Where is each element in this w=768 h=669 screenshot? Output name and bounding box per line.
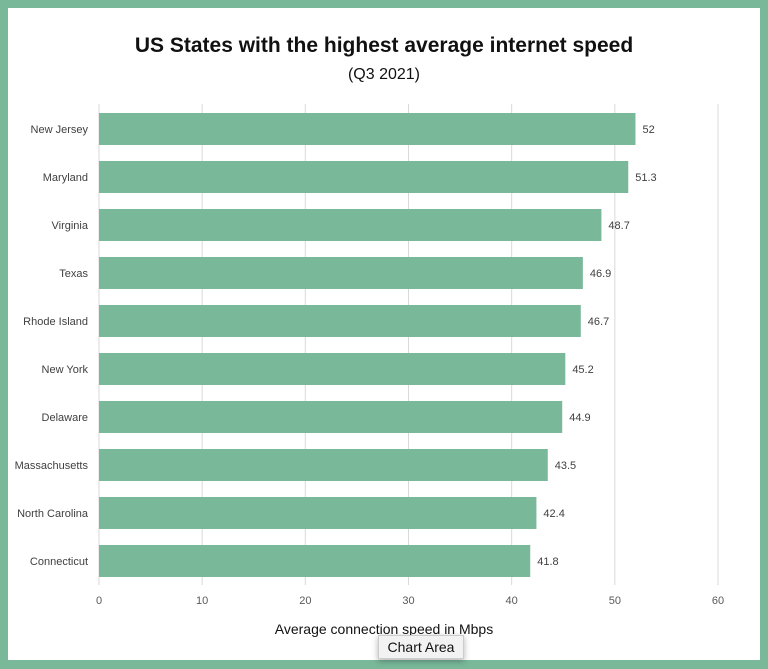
x-axis-title: Average connection speed in Mbps: [274, 621, 494, 637]
bar: [99, 305, 581, 337]
data-label: 44.9: [569, 412, 590, 424]
data-label: 42.4: [543, 508, 564, 520]
data-label: 45.2: [572, 364, 593, 376]
y-tick-label: Maryland: [43, 172, 88, 184]
y-tick-label: New Jersey: [31, 124, 89, 136]
y-tick-label: Massachusetts: [15, 460, 89, 472]
data-label: 46.9: [590, 268, 611, 280]
bar: [99, 353, 566, 385]
y-tick-label: North Carolina: [17, 508, 89, 520]
bar: [99, 545, 531, 577]
bar: [99, 497, 537, 529]
y-tick-label: Texas: [59, 268, 88, 280]
x-tick-label: 20: [299, 595, 311, 607]
bar: [99, 113, 636, 145]
tooltip: Chart Area: [378, 635, 464, 659]
x-tick-label: 60: [712, 595, 724, 607]
chart-title: US States with the highest average inter…: [134, 34, 634, 57]
y-tick-label: Rhode Island: [23, 316, 88, 328]
data-label: 52: [642, 124, 654, 136]
chart-subtitle: (Q3 2021): [347, 66, 421, 83]
x-tick-label: 10: [196, 595, 208, 607]
x-tick-label: 50: [609, 595, 621, 607]
y-tick-label: Connecticut: [30, 556, 88, 568]
y-tick-label: New York: [42, 364, 89, 376]
data-label: 43.5: [555, 460, 576, 472]
bar: [99, 161, 629, 193]
data-label: 46.7: [588, 316, 609, 328]
y-tick-label: Delaware: [42, 412, 88, 424]
x-tick-label: 0: [96, 595, 102, 607]
bar: [99, 257, 583, 289]
bar: [99, 209, 602, 241]
data-label: 51.3: [635, 172, 656, 184]
x-tick-label: 30: [402, 595, 414, 607]
x-tick-label: 40: [506, 595, 518, 607]
data-label: 41.8: [537, 556, 558, 568]
bar: [99, 449, 548, 481]
data-label: 48.7: [608, 220, 629, 232]
y-tick-label: Virginia: [52, 220, 89, 232]
bar: [99, 401, 563, 433]
